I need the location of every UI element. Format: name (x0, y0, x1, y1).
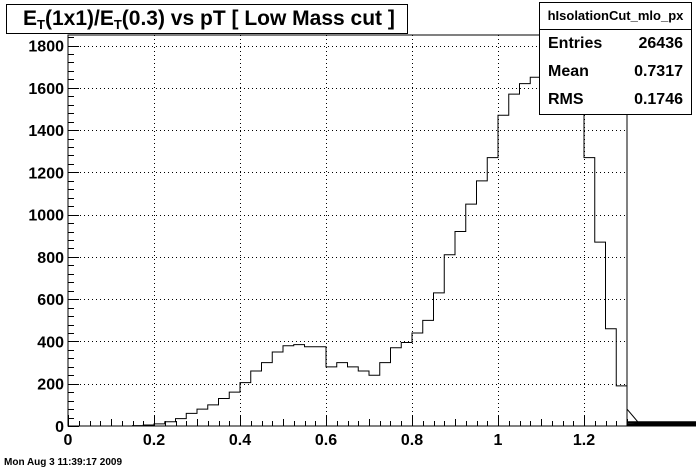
stats-row-rms: RMS 0.1746 (540, 87, 691, 115)
stats-row-entries: Entries 26436 (540, 31, 691, 59)
y-tick-label: 1400 (28, 123, 64, 140)
y-tick-label: 1600 (28, 81, 64, 98)
stats-row-mean: Mean 0.7317 (540, 59, 691, 87)
stats-value: 0.1746 (634, 91, 683, 108)
stats-label: Mean (548, 63, 589, 80)
x-tick-label: 0.8 (401, 432, 423, 449)
x-tick-label: 0 (64, 432, 73, 449)
x-tick-label: 1.2 (573, 432, 595, 449)
y-tick-label: 1200 (28, 165, 64, 182)
y-tick-label: 400 (37, 334, 64, 351)
y-tick-label: 1800 (28, 39, 64, 56)
stats-value: 26436 (638, 35, 684, 52)
histogram-title: ET(1x1)/ET(0.3) vs pT [ Low Mass cut ] (23, 7, 395, 32)
timestamp: Mon Aug 3 11:39:17 2009 (4, 457, 123, 468)
stats-label: RMS (548, 91, 584, 108)
histogram-step-line (68, 59, 696, 427)
y-axis-ticks: 0 200 400 600 800 1000 1200 1400 1600 1800 (28, 37, 79, 436)
statistics-box: hIsolationCut_mlo_px Entries 26436 Mean … (539, 2, 692, 115)
y-tick-label: 600 (37, 292, 64, 309)
y-tick-label: 0 (55, 419, 64, 436)
x-tick-label: 0.2 (143, 432, 165, 449)
x-axis-ticks: 0 0.2 0.4 0.6 0.8 1 1.2 (64, 415, 628, 449)
plot-frame (67, 34, 628, 427)
histogram-title-box: ET(1x1)/ET(0.3) vs pT [ Low Mass cut ] (6, 4, 408, 34)
histogram-name: hIsolationCut_mlo_px (540, 3, 691, 30)
y-tick-label: 1000 (28, 208, 64, 225)
stats-label: Entries (548, 35, 603, 52)
x-tick-label: 0.4 (229, 432, 251, 449)
y-tick-label: 200 (37, 377, 64, 394)
stats-value: 0.7317 (634, 63, 683, 80)
x-tick-label: 0.6 (315, 432, 337, 449)
y-tick-label: 800 (37, 250, 64, 267)
x-tick-label: 1 (494, 432, 503, 449)
